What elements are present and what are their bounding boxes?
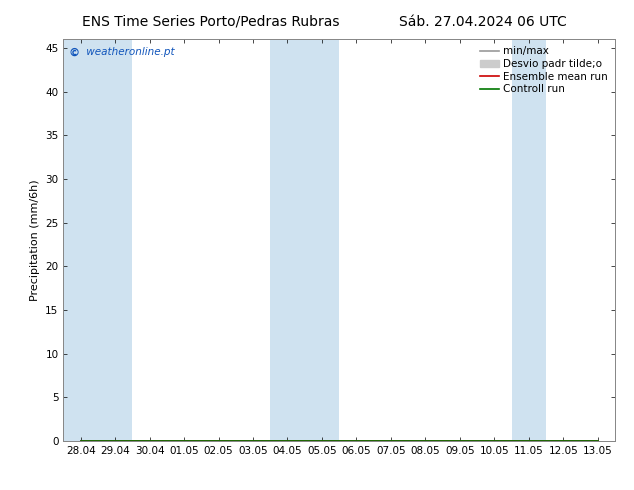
Bar (270, 39, 305, 441)
Text: ENS Time Series Porto/Pedras Rubras: ENS Time Series Porto/Pedras Rubras (82, 15, 340, 29)
Y-axis label: Precipitation (mm/6h): Precipitation (mm/6h) (30, 179, 40, 301)
Bar (512, 39, 546, 441)
Text: ©: © (69, 47, 80, 57)
Text: Sáb. 27.04.2024 06 UTC: Sáb. 27.04.2024 06 UTC (399, 15, 567, 29)
Bar (305, 39, 339, 441)
Bar (63, 39, 98, 441)
Bar (98, 39, 133, 441)
Legend: min/max, Desvio padr tilde;o, Ensemble mean run, Controll run: min/max, Desvio padr tilde;o, Ensemble m… (478, 45, 610, 97)
Text: weatheronline.pt: weatheronline.pt (82, 47, 174, 57)
